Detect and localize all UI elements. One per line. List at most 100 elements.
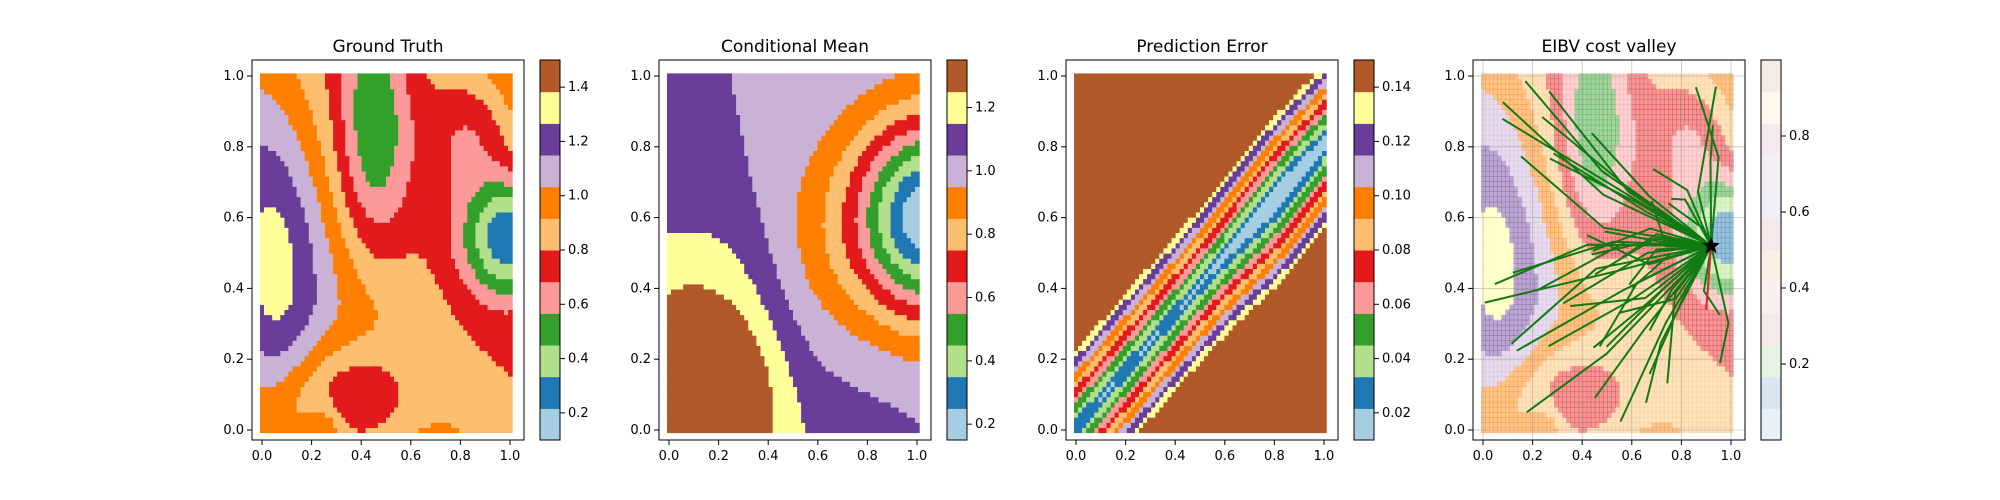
heatmap-cell: [671, 104, 676, 110]
heatmap-cell: [430, 288, 436, 295]
heatmap-cell: [321, 140, 326, 146]
heatmap-cell: [353, 222, 359, 228]
heatmap-cell: [671, 253, 676, 259]
heatmap-cell: [394, 350, 399, 357]
heatmap-cell: [268, 109, 273, 115]
heatmap-cell: [418, 201, 424, 208]
heatmap-cell: [381, 191, 387, 198]
heatmap-cell: [353, 119, 359, 126]
heatmap-cell: [479, 427, 485, 434]
heatmap-cell: [268, 176, 273, 182]
heatmap-cell: [679, 396, 684, 403]
heatmap-cell: [308, 340, 314, 346]
heatmap-cell: [691, 263, 697, 269]
heatmap-cell: [353, 345, 359, 351]
heatmap-cell: [272, 288, 277, 295]
heatmap-cell: [699, 350, 705, 357]
heatmap-cell: [671, 314, 676, 321]
heatmap-cell: [341, 165, 346, 172]
heatmap-cell: [337, 330, 342, 336]
heatmap-cell: [264, 268, 269, 275]
heatmap-cell: [260, 88, 265, 95]
heatmap-cell: [447, 422, 452, 428]
heatmap-cell: [410, 119, 416, 126]
heatmap-cell: [434, 309, 440, 316]
heatmap-cell: [430, 237, 436, 244]
heatmap-cell: [471, 319, 477, 326]
heatmap-cell: [426, 278, 432, 285]
heatmap-cell: [455, 114, 460, 121]
heatmap-cell: [296, 88, 302, 95]
heatmap-cell: [373, 129, 379, 136]
heatmap-cell: [487, 258, 493, 264]
heatmap-cell: [475, 278, 481, 285]
heatmap-cell: [459, 288, 464, 295]
heatmap-cell: [398, 99, 403, 105]
heatmap-cell: [276, 371, 281, 377]
heatmap-cell: [487, 222, 493, 228]
heatmap-cell: [268, 88, 273, 95]
heatmap-cell: [475, 330, 481, 336]
heatmap-cell: [503, 145, 509, 151]
heatmap-cell: [398, 294, 403, 300]
heatmap-cell: [414, 273, 420, 280]
heatmap-cell: [377, 88, 383, 95]
heatmap-cell: [675, 371, 680, 377]
heatmap-cell: [475, 412, 481, 418]
heatmap-cell: [459, 176, 464, 182]
heatmap-cell: [345, 263, 350, 269]
heatmap-cell: [499, 345, 505, 351]
heatmap-cell: [683, 222, 688, 228]
heatmap-cell: [325, 304, 330, 310]
heatmap-cell: [284, 427, 290, 434]
heatmap-cell: [321, 109, 326, 115]
heatmap-cell: [361, 88, 367, 95]
heatmap-cell: [369, 160, 375, 167]
heatmap-cell: [406, 412, 411, 418]
heatmap-cell: [296, 247, 302, 254]
heatmap-cell: [410, 145, 416, 151]
heatmap-cell: [398, 406, 403, 413]
heatmap-cell: [264, 355, 269, 362]
heatmap-cell: [394, 212, 399, 218]
heatmap-cell: [471, 206, 477, 213]
heatmap-cell: [369, 181, 375, 187]
heatmap-cell: [483, 340, 489, 346]
heatmap-cell: [406, 104, 411, 110]
heatmap-cell: [398, 422, 403, 428]
heatmap-cell: [414, 330, 420, 336]
heatmap-cell: [667, 191, 672, 198]
heatmap-cell: [381, 237, 387, 244]
heatmap-cell: [260, 170, 265, 177]
heatmap-cell: [426, 232, 432, 239]
heatmap-cell: [491, 135, 497, 141]
heatmap-cell: [280, 365, 285, 372]
heatmap-cell: [304, 140, 310, 146]
heatmap-cell: [386, 365, 391, 372]
heatmap-cell: [499, 288, 505, 295]
heatmap-cell: [414, 201, 420, 208]
heatmap-cell: [333, 181, 338, 187]
heatmap-cell: [398, 165, 403, 172]
heatmap-cell: [377, 181, 383, 187]
heatmap-cell: [495, 114, 501, 121]
colorbar-band: [540, 186, 560, 219]
heatmap-cell: [398, 330, 403, 336]
heatmap-cell: [284, 145, 290, 151]
heatmap-cell: [398, 355, 403, 362]
heatmap-cell: [671, 360, 676, 367]
heatmap-cell: [699, 319, 705, 326]
heatmap-cell: [451, 217, 456, 223]
heatmap-cell: [304, 422, 310, 428]
heatmap-cell: [459, 263, 464, 269]
heatmap-cell: [365, 196, 371, 203]
heatmap-cell: [451, 253, 456, 259]
heatmap-cell: [687, 186, 692, 192]
heatmap-cell: [451, 360, 456, 367]
heatmap-cell: [288, 232, 294, 239]
heatmap-cell: [272, 340, 277, 346]
heatmap-cell: [308, 304, 314, 310]
heatmap-cell: [300, 294, 306, 300]
heatmap-cell: [333, 360, 338, 367]
heatmap-cell: [491, 222, 497, 228]
